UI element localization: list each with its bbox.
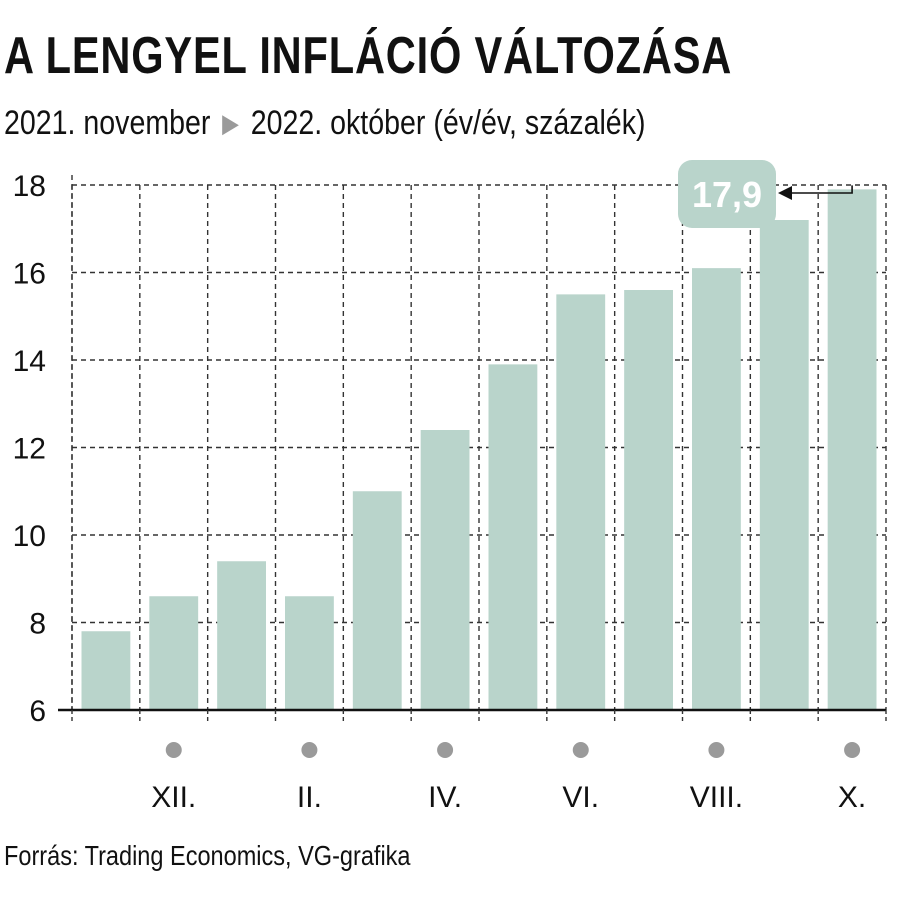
y-tick-label: 12 — [13, 433, 46, 466]
y-tick-label: 14 — [13, 345, 46, 378]
category-marker — [165, 742, 182, 758]
bar — [352, 491, 402, 710]
chart-title: A LENGYEL INFLÁCIÓ VÁLTOZÁSA — [4, 27, 733, 85]
triangle-right-icon: ▶ — [222, 108, 239, 138]
bar — [149, 596, 199, 710]
bar — [284, 596, 334, 710]
bar — [488, 364, 538, 710]
bar — [217, 561, 267, 710]
bar — [556, 294, 606, 710]
category-marker — [437, 742, 454, 758]
y-tick-label: 16 — [13, 258, 46, 291]
bar — [827, 189, 877, 710]
x-tick-label: VIII. — [690, 781, 743, 814]
axes: 6 8 10 12 14 16 18 XII. II. IV. VI. VIII. X. — [13, 170, 887, 814]
y-tick-label: 10 — [13, 520, 46, 553]
x-tick-label: IV. — [428, 781, 462, 814]
value-callout: 17,9 — [678, 160, 853, 228]
y-tick-label: 8 — [29, 608, 46, 641]
bar — [624, 290, 674, 710]
category-marker — [572, 742, 589, 758]
callout-value: 17,9 — [692, 174, 762, 215]
bar — [691, 268, 741, 710]
bar — [81, 631, 131, 710]
subtitle-start: 2021. november — [4, 104, 211, 142]
y-tick-label: 6 — [29, 695, 46, 728]
y-tick-label: 18 — [13, 170, 46, 203]
callout-box — [678, 160, 776, 228]
x-tick-label: VI. — [562, 781, 599, 814]
callout-arrowhead — [778, 186, 792, 200]
category-marker — [708, 742, 725, 758]
x-tick-label: II. — [297, 781, 322, 814]
chart-subtitle: 2021. november ▶ 2022. október (év/év, szá… — [4, 106, 645, 140]
category-marker — [844, 742, 861, 758]
callout-leader — [790, 185, 853, 194]
source-note: Forrás: Trading Economics, VG-grafika — [4, 840, 411, 871]
bar — [420, 430, 470, 710]
x-tick-label: XII. — [151, 781, 196, 814]
bars — [81, 189, 877, 710]
bar — [759, 220, 809, 710]
subtitle-end: 2022. október (év/év, százalék) — [250, 104, 646, 142]
x-tick-label: X. — [838, 781, 866, 814]
category-marker — [301, 742, 318, 758]
